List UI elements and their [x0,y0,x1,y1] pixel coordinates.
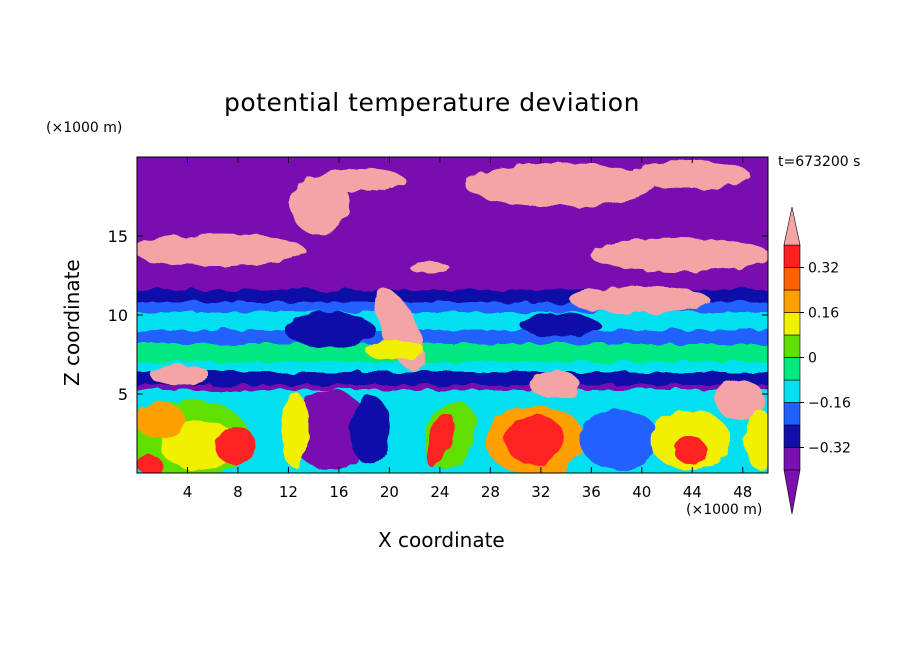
contour-blob [290,175,350,235]
x-tick-label: 4 [183,483,193,501]
colorbar-segment [783,379,801,403]
contour-blob [410,262,450,274]
contour-band-blue [137,302,768,312]
contour-blob [315,168,405,192]
colorbar-tick-label: 0.32 [808,261,839,277]
x-tick-label: 12 [279,483,298,501]
contour-band-lower-blue [137,372,768,385]
contour-blob [290,390,370,470]
colorbar-over-arrow [783,206,801,246]
x-tick-label: 24 [430,483,449,501]
contour-blob [137,402,185,438]
x-tick-label: 8 [233,483,243,501]
contour-blob [715,380,765,420]
y-tick-label: 5 [118,385,128,404]
colorbar: 0.32 0.16 0 −0.16 −0.32 [783,206,851,515]
x-tick-label: 16 [329,483,348,501]
colorbar-tick-label: 0.16 [808,306,839,322]
contour-blob [285,312,375,348]
y-unit-label: (×1000 m) [46,120,123,136]
contour-blob [520,313,600,337]
y-tick-label: 15 [108,227,128,246]
x-axis: 4 8 12 16 20 24 28 32 36 40 44 48 [183,157,752,501]
x-tick-label: 48 [733,483,752,501]
contour-blob [365,340,425,360]
x-tick-label: 40 [632,483,651,501]
colorbar-segment [783,267,801,291]
contour-blob [281,392,309,468]
contour-band-blue-2 [137,330,768,344]
contour-blob [674,436,706,464]
contour-blob [530,371,580,399]
contour-band-cyan-2 [137,362,768,372]
contour-blob [137,236,195,264]
contour-blob [425,413,455,467]
contour-blob [465,163,655,207]
contour-blob [350,395,390,465]
colorbar-segment [783,289,801,313]
contour-band-green [137,344,768,362]
contour-blob [590,239,768,271]
x-tick-label: 44 [683,483,702,501]
contour-blob [505,415,565,465]
contour-blob [150,365,210,385]
contour-blob [570,286,710,314]
colorbar-segment [783,312,801,336]
contour-blob [138,455,162,473]
colorbar-segment [783,424,801,448]
x-tick-label: 20 [380,483,399,501]
colorbar-under-arrow [783,469,801,515]
colorbar-segment [783,402,801,426]
contour-blob [580,410,660,470]
x-unit-label: (×1000 m) [686,502,763,518]
contour-blob [630,161,750,189]
colorbar-tick-label: −0.32 [808,441,851,457]
contour-field [137,157,768,473]
contour-blob [215,425,255,465]
x-tick-label: 28 [481,483,500,501]
colorbar-tick-label: −0.16 [808,396,851,412]
x-axis-label: X coordinate [378,528,505,552]
chart-title: potential temperature deviation [224,88,640,117]
colorbar-segment [783,244,801,268]
x-tick-label: 36 [582,483,601,501]
y-axis: 5 10 15 [108,227,768,404]
contour-blob [745,410,768,470]
colorbar-segment [783,357,801,381]
colorbar-tick-label: 0 [808,351,817,367]
x-tick-label: 32 [531,483,550,501]
y-tick-label: 10 [108,306,128,325]
colorbar-segment [783,334,801,358]
time-label: t=673200 s [778,154,861,170]
contour-fill-group [137,157,768,473]
colorbar-segment [783,447,801,471]
